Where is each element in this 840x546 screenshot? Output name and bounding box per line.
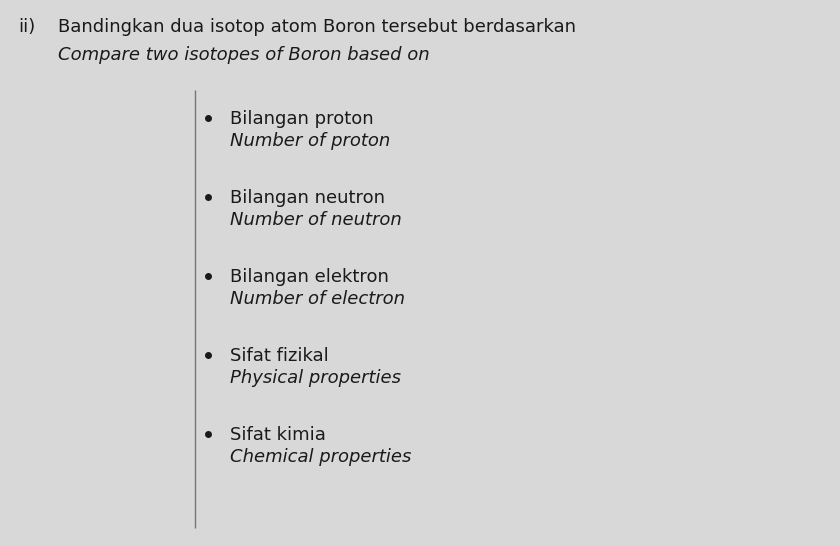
- Text: Sifat fizikal: Sifat fizikal: [230, 347, 328, 365]
- Text: Bilangan proton: Bilangan proton: [230, 110, 374, 128]
- Text: Bilangan neutron: Bilangan neutron: [230, 189, 385, 207]
- Text: Bandingkan dua isotop atom Boron tersebut berdasarkan: Bandingkan dua isotop atom Boron tersebu…: [58, 18, 576, 36]
- Text: ii): ii): [18, 18, 35, 36]
- Text: Number of electron: Number of electron: [230, 290, 405, 308]
- Text: Sifat kimia: Sifat kimia: [230, 426, 326, 444]
- Text: Number of neutron: Number of neutron: [230, 211, 402, 229]
- Text: Number of proton: Number of proton: [230, 132, 391, 150]
- Text: Chemical properties: Chemical properties: [230, 448, 412, 466]
- Text: Physical properties: Physical properties: [230, 369, 401, 387]
- Text: Bilangan elektron: Bilangan elektron: [230, 268, 389, 286]
- Text: Compare two isotopes of Boron based on: Compare two isotopes of Boron based on: [58, 46, 429, 64]
